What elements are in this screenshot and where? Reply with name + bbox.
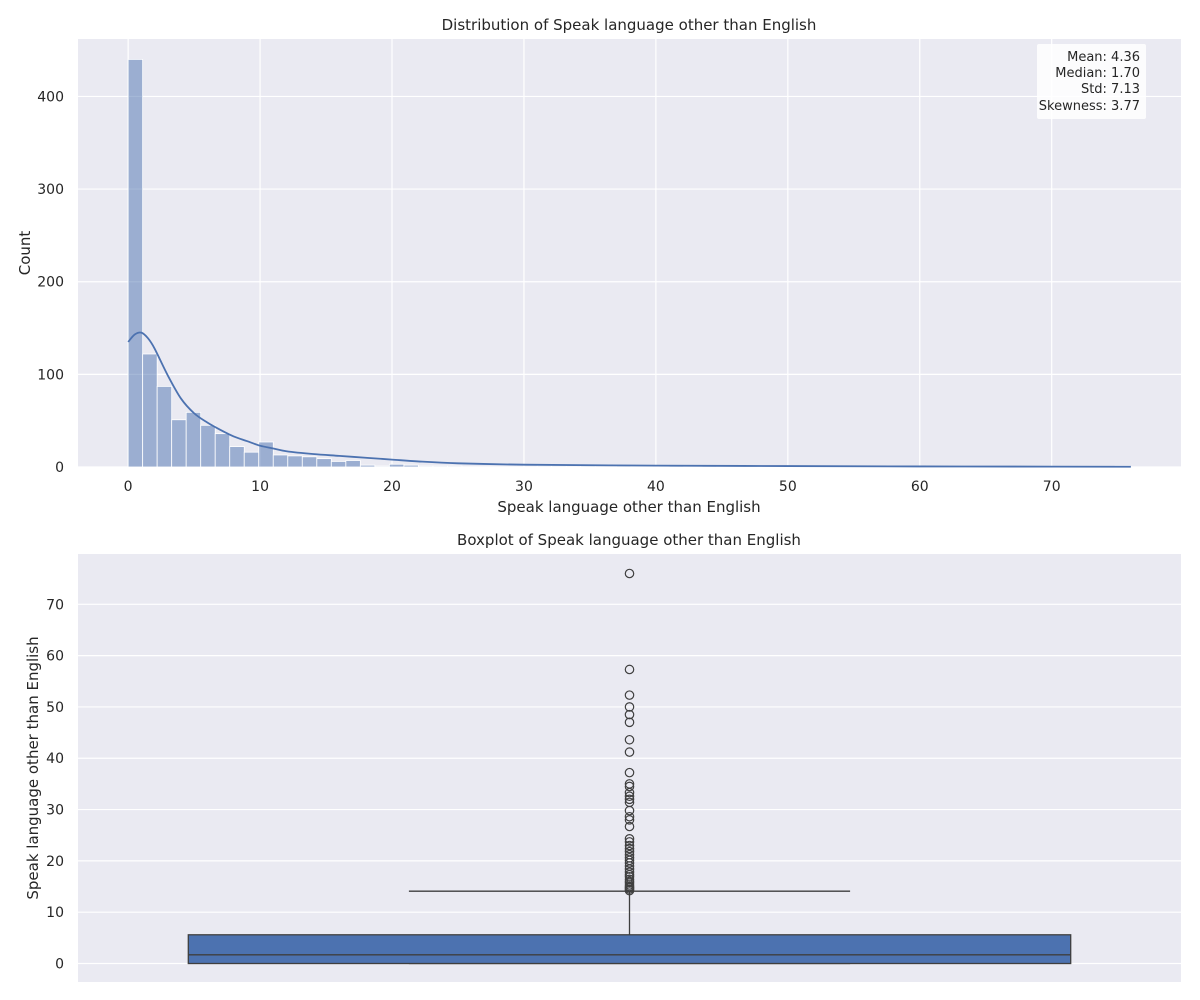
outlier-point: [624, 779, 635, 789]
outlier-point: [624, 811, 635, 822]
boxplot-y-tick: 50: [46, 700, 64, 716]
outlier-point: [624, 837, 635, 847]
histogram-bar: [432, 465, 448, 468]
histogram-bar: [580, 465, 596, 468]
boxplot-tick-labels: 0 10 20 30 40 50 60 70: [46, 597, 64, 972]
histogram-bar: [171, 419, 187, 468]
outlier-point: [624, 834, 635, 844]
histogram-bar: [551, 465, 567, 468]
boxplot-y-tick: 40: [46, 751, 64, 767]
histogram-bar: [185, 411, 202, 468]
outlier-point: [624, 664, 635, 675]
boxplot-y-tick: 70: [46, 597, 64, 613]
outlier-point: [624, 846, 635, 857]
kde-curve: [127, 331, 1131, 468]
outlier-point: [624, 568, 635, 579]
boxplot-panel: Boxplot of Speak language other than Eng…: [24, 531, 1181, 982]
histogram-panel: Distribution of Speak language other tha…: [16, 16, 1181, 516]
histogram-tick-labels: 0 10 20 30 40 50 60 70 0 100 200 300 400: [37, 89, 1060, 495]
outlier-point: [624, 797, 635, 808]
histogram-bar: [200, 424, 216, 468]
stats-mean: Mean: 4.36: [1067, 50, 1140, 65]
histogram-x-tick: 60: [911, 479, 929, 495]
box-iqr: [187, 934, 1072, 965]
histogram-y-tick: 300: [37, 182, 64, 198]
boxplot-y-tick: 30: [46, 803, 64, 819]
histogram-bar: [142, 353, 158, 468]
histogram-y-tick: 0: [55, 460, 64, 476]
histogram-bar: [214, 433, 231, 468]
histogram-bar: [374, 465, 390, 468]
outlier-point: [624, 840, 635, 851]
histogram-y-tick: 200: [37, 275, 64, 291]
histogram-x-tick: 50: [779, 479, 797, 495]
histogram-y-tick: 100: [37, 367, 64, 383]
histogram-bar: [156, 386, 173, 468]
outlier-point: [624, 874, 635, 885]
histogram-bar: [287, 455, 303, 468]
boxplot-y-axis-label: Speak language other than English: [24, 636, 42, 899]
histogram-x-tick: 0: [124, 479, 133, 495]
histogram-bar: [127, 58, 144, 468]
histogram-bar: [359, 464, 376, 468]
boxplot-y-tick: 20: [46, 854, 64, 870]
histogram-bar: [301, 456, 318, 468]
outlier-point: [624, 709, 635, 720]
outlier-point: [624, 867, 635, 877]
outlier-point: [624, 821, 635, 832]
boxplot-title: Boxplot of Speak language other than Eng…: [457, 531, 801, 549]
stats-box: Mean: 4.36 Median: 1.70 Std: 7.13 Skewne…: [1037, 44, 1146, 119]
outlier-point: [624, 717, 635, 728]
histogram-bar: [272, 454, 289, 468]
boxplot-outliers: [624, 568, 635, 896]
outlier-point: [624, 702, 635, 712]
histogram-y-axis-label: Count: [16, 231, 34, 276]
histogram-bar: [345, 460, 361, 468]
histogram-x-tick: 70: [1043, 479, 1061, 495]
outlier-point: [624, 734, 635, 745]
outlier-point: [624, 794, 635, 805]
boxplot-y-tick: 0: [55, 957, 64, 973]
stats-median: Median: 1.70: [1055, 66, 1140, 81]
histogram-bar: [229, 446, 245, 468]
histogram-x-tick: 10: [251, 479, 269, 495]
outlier-point: [624, 843, 635, 854]
outlier-point: [624, 815, 635, 825]
outlier-point: [624, 747, 635, 757]
histogram-bar: [447, 465, 463, 468]
boxplot-y-tick: 60: [46, 649, 64, 665]
boxplot: [187, 890, 1072, 965]
outlier-point: [624, 690, 635, 700]
histogram-bar: [403, 464, 419, 468]
boxplot-y-tick: 10: [46, 905, 64, 921]
histogram-x-tick: 30: [515, 479, 533, 495]
histogram-x-tick: 20: [383, 479, 401, 495]
histogram-bar: [388, 463, 405, 468]
stats-std: Std: 7.13: [1081, 82, 1140, 97]
histogram-bar: [536, 465, 553, 468]
histogram-plot-area: [78, 39, 1181, 467]
outlier-point: [624, 781, 635, 792]
histogram-x-tick: 40: [647, 479, 665, 495]
outlier-point: [624, 853, 635, 863]
histogram-bar: [243, 451, 260, 468]
histogram-x-axis-label: Speak language other than English: [497, 498, 760, 516]
outlier-point: [624, 791, 635, 802]
stats-skewness: Skewness: 3.77: [1039, 99, 1140, 114]
outlier-point: [624, 849, 635, 860]
histogram-bar: [330, 461, 347, 468]
stats-box-background: [1037, 44, 1146, 119]
histogram-title: Distribution of Speak language other tha…: [442, 16, 817, 34]
outlier-point: [624, 767, 635, 778]
histogram-y-tick: 400: [37, 89, 64, 105]
histogram-bar: [417, 465, 434, 468]
histogram-bar: [316, 458, 332, 468]
